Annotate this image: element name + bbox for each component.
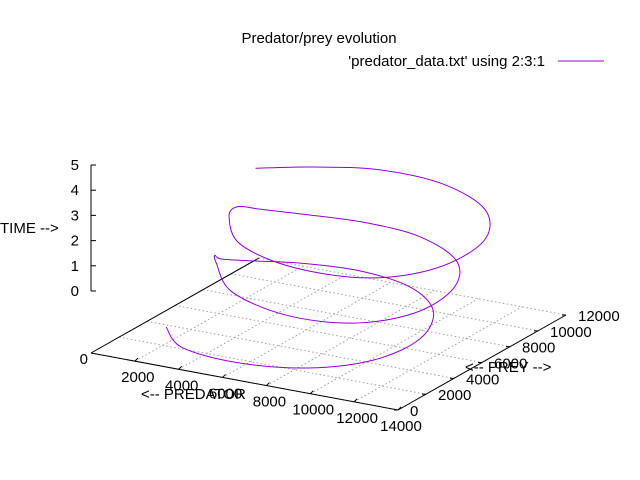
z-axis-label: TIME --> xyxy=(0,220,59,237)
x-tick-mark xyxy=(222,374,226,378)
y-tick-label: 2000 xyxy=(438,387,471,404)
series-line xyxy=(165,166,491,369)
x-tick-mark xyxy=(353,398,358,403)
x-tick-label: 8000 xyxy=(253,394,286,411)
grid-line-y xyxy=(118,336,427,395)
grid-line-y xyxy=(146,320,455,379)
y-tick-label: 0 xyxy=(410,403,418,420)
y-tick-label: 10000 xyxy=(550,324,592,341)
y-tick-label: 6000 xyxy=(494,356,527,373)
base-grid xyxy=(90,257,567,411)
grid-line-x xyxy=(310,298,479,395)
x-tick-label: 10000 xyxy=(292,402,334,419)
x-axis-line xyxy=(90,352,399,411)
x-tick-mark xyxy=(397,406,402,411)
grid-line-x xyxy=(353,306,523,403)
z-tick-label: 5 xyxy=(71,157,79,174)
back-axis-line xyxy=(90,257,260,354)
y-tick-label: 12000 xyxy=(578,308,620,325)
x-tick-label: 12000 xyxy=(336,410,378,427)
grid-line-y xyxy=(202,289,511,348)
grid-line-y xyxy=(174,305,483,363)
y-axis-label: <-- PREY --> xyxy=(465,359,552,376)
legend-label: 'predator_data.txt' using 2:3:1 xyxy=(348,53,545,70)
grid-line-y xyxy=(258,257,567,316)
x-tick-label: 4000 xyxy=(165,377,198,394)
y-tick-label: 4000 xyxy=(466,371,499,388)
x-tick-mark xyxy=(309,390,314,395)
grid-line-y xyxy=(230,273,539,332)
grid-line-x xyxy=(222,281,391,378)
grid-line-x xyxy=(266,290,435,387)
series xyxy=(165,166,491,369)
x-tick-label: 2000 xyxy=(121,369,154,386)
x-axis-label: <-- PREDATOR xyxy=(141,386,246,403)
x-tick-mark xyxy=(134,357,139,362)
x-tick-mark xyxy=(266,382,270,386)
x-tick-mark xyxy=(178,365,183,370)
x-tick-label: 14000 xyxy=(380,418,422,435)
z-tick-label: 4 xyxy=(71,182,79,199)
origin-tick-label: 0 xyxy=(80,351,88,368)
z-tick-label: 3 xyxy=(71,207,79,224)
z-tick-label: 0 xyxy=(71,283,79,300)
tick-labels: 2000 4000 6000 8000 10000 12000 14000020004000… xyxy=(71,157,620,435)
y-tick-label: 8000 xyxy=(522,340,555,357)
x-tick-label: 6000 xyxy=(209,385,242,402)
chart-title: Predator/prey evolution xyxy=(241,30,396,47)
z-tick-label: 2 xyxy=(71,233,79,250)
z-tick-label: 1 xyxy=(71,258,79,275)
